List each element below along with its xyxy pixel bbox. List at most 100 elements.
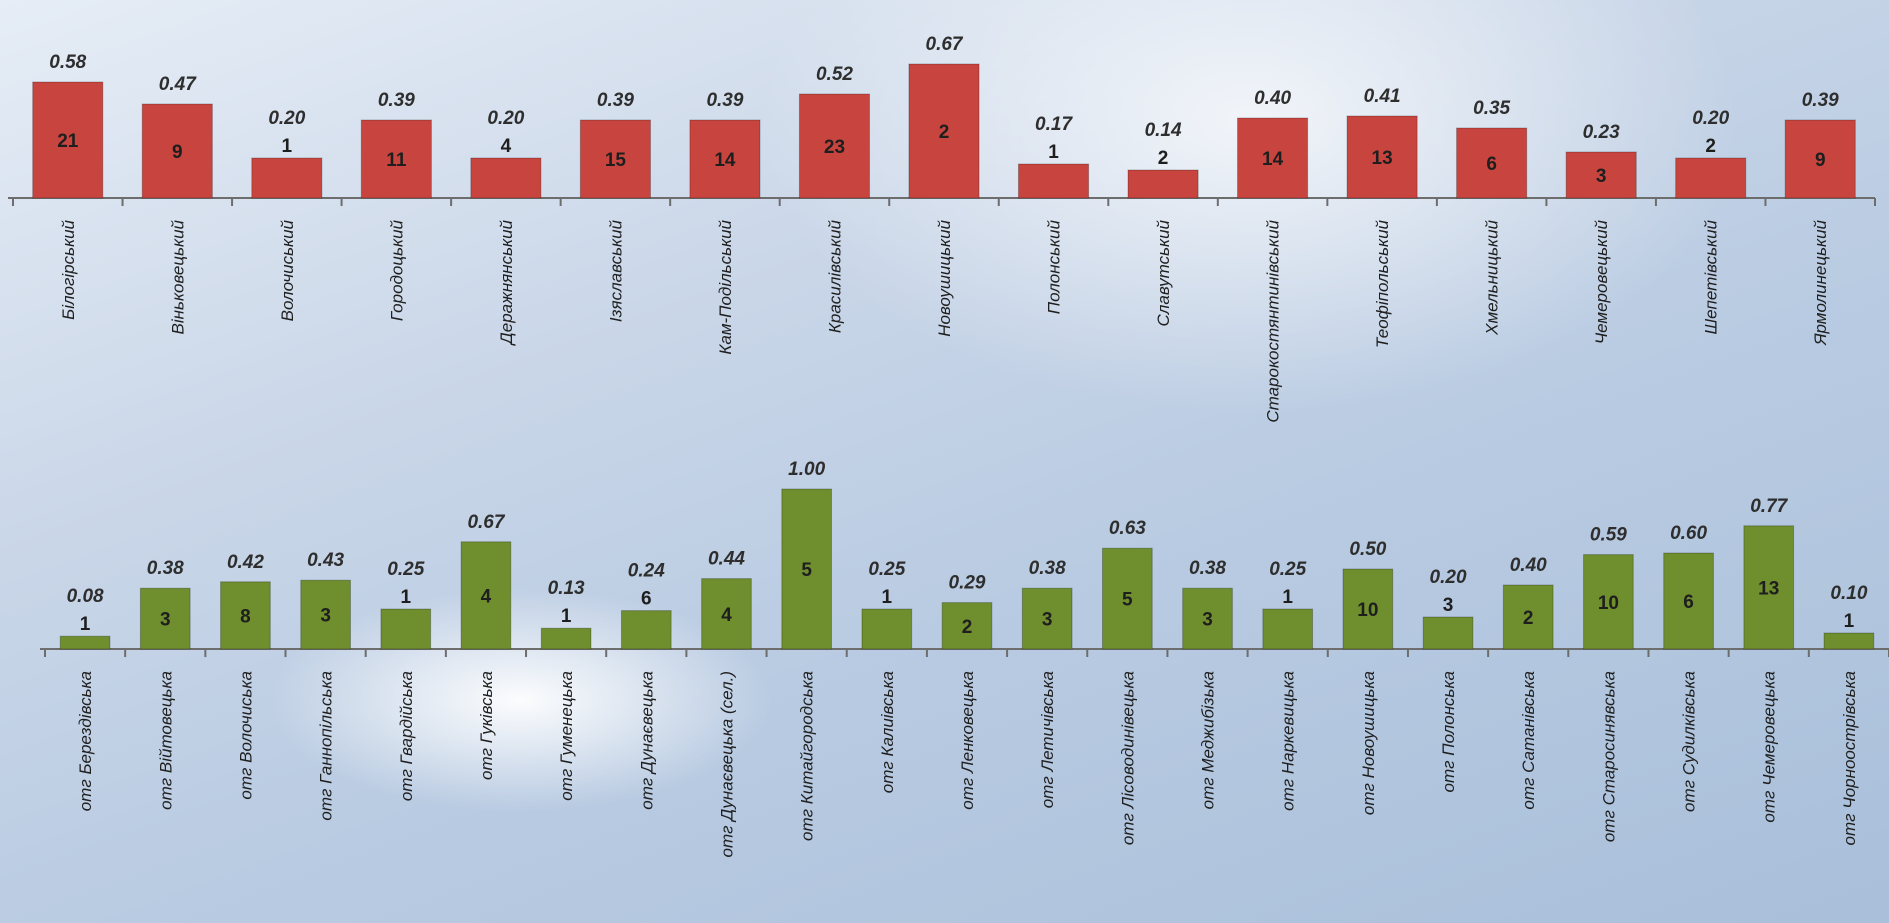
bottom-bar-chart: 0.08 1 отг Берездівська 0.38 3 отг Війтовецьк… bbox=[40, 459, 1889, 857]
bar-value-label: 0.60 bbox=[1670, 523, 1707, 544]
x-tick-label: Білогірський bbox=[59, 219, 78, 319]
bar-count-label: 21 bbox=[57, 131, 79, 152]
bar bbox=[1127, 169, 1199, 199]
bar bbox=[59, 635, 111, 650]
bar bbox=[1583, 554, 1634, 650]
x-tick-label: отг Волочиська bbox=[236, 671, 255, 800]
x-tick-label: отг Чемеровецька bbox=[1760, 671, 1779, 823]
bar bbox=[861, 608, 913, 650]
bar-count-label: 4 bbox=[721, 605, 732, 626]
bar-value-label: 0.40 bbox=[1254, 88, 1291, 109]
x-tick-label: отг Берездівська bbox=[76, 671, 95, 811]
bar-count-label: 10 bbox=[1357, 600, 1378, 621]
bar-value-label: 0.41 bbox=[1364, 86, 1401, 107]
x-tick-label: Новоушицький bbox=[935, 219, 954, 336]
bar bbox=[1456, 127, 1528, 199]
bar-value-label: 0.42 bbox=[227, 552, 264, 573]
bar-value-label: 0.20 bbox=[1430, 567, 1467, 588]
bar-count-label: 3 bbox=[320, 606, 331, 627]
bar bbox=[251, 157, 323, 199]
bar bbox=[220, 581, 271, 650]
x-tick-label: Хмельницький bbox=[1483, 219, 1502, 335]
x-tick-label: отг Гуківська bbox=[477, 671, 496, 780]
bar bbox=[139, 587, 191, 650]
bar-value-label: 0.39 bbox=[378, 90, 415, 111]
bar bbox=[798, 93, 871, 199]
bar-count-label: 3 bbox=[1443, 595, 1454, 616]
bar-value-label: 0.24 bbox=[628, 561, 665, 582]
bar-value-label: 0.59 bbox=[1590, 525, 1627, 546]
bar-count-label: 3 bbox=[1596, 166, 1607, 187]
bar bbox=[380, 608, 432, 650]
bar-count-label: 1 bbox=[1282, 587, 1293, 608]
bar bbox=[300, 579, 351, 650]
bar-count-label: 1 bbox=[80, 614, 91, 635]
bar bbox=[1346, 115, 1418, 199]
bar bbox=[470, 157, 542, 199]
bar-count-label: 11 bbox=[386, 150, 407, 171]
bar-count-label: 1 bbox=[882, 587, 893, 608]
x-tick-label: Полонський bbox=[1045, 219, 1064, 314]
x-tick-label: Волочиський bbox=[278, 219, 297, 321]
x-tick-label: отг Дунаєвецька (сел.) bbox=[717, 671, 736, 857]
bar-value-label: 0.67 bbox=[467, 512, 505, 533]
bar bbox=[1784, 119, 1856, 199]
x-tick-label: отг Наркевицька bbox=[1279, 671, 1298, 811]
bar-value-label: 0.14 bbox=[1145, 120, 1182, 141]
bar-count-label: 1 bbox=[1048, 142, 1059, 163]
x-tick-label: отг Лісоводинівецька bbox=[1118, 671, 1137, 845]
top-bar-chart: 0.5821Білогірський0.479Віньковецький0.20… bbox=[8, 34, 1876, 423]
bar bbox=[1675, 157, 1747, 199]
bar-count-label: 1 bbox=[561, 606, 572, 627]
x-tick-label: Старокостянтинівський bbox=[1264, 219, 1283, 422]
x-tick-label: Віньковецький bbox=[168, 219, 187, 334]
bar-value-label: 0.40 bbox=[1510, 555, 1547, 576]
x-tick-label: отг Новоушицька bbox=[1359, 671, 1378, 815]
x-tick-label: отг Ганнопільська bbox=[317, 671, 336, 821]
bar-count-label: 9 bbox=[172, 142, 183, 163]
bar-value-label: 0.44 bbox=[708, 549, 745, 570]
bar-value-label: 0.39 bbox=[706, 90, 743, 111]
bar-value-label: 0.43 bbox=[307, 550, 344, 571]
x-tick-label: отг Сатанівська bbox=[1519, 671, 1538, 810]
bar-count-label: 2 bbox=[1705, 136, 1716, 157]
bar-count-label: 13 bbox=[1372, 148, 1393, 169]
x-tick-label: отг Китайгородська bbox=[798, 671, 817, 841]
bar bbox=[360, 119, 432, 199]
bar bbox=[1422, 616, 1474, 650]
bar-count-label: 23 bbox=[824, 137, 845, 158]
bar bbox=[908, 63, 980, 199]
bar-value-label: 0.20 bbox=[1692, 108, 1729, 129]
bar-value-label: 0.17 bbox=[1035, 114, 1073, 135]
bar-value-label: 0.20 bbox=[487, 108, 524, 129]
bar-count-label: 13 bbox=[1758, 578, 1779, 599]
bar-value-label: 0.35 bbox=[1473, 98, 1510, 119]
bar bbox=[1565, 151, 1637, 199]
bar-count-label: 9 bbox=[1815, 150, 1826, 171]
bar-count-label: 14 bbox=[714, 150, 736, 171]
bar bbox=[1182, 587, 1233, 650]
bar bbox=[1262, 608, 1314, 650]
bar-count-label: 6 bbox=[641, 589, 652, 610]
bar-count-label: 4 bbox=[481, 586, 492, 607]
bar-count-label: 3 bbox=[1042, 610, 1053, 631]
bar bbox=[1743, 525, 1795, 650]
bar-count-label: 2 bbox=[1158, 148, 1169, 169]
x-tick-label: Ізяславський bbox=[606, 219, 625, 322]
bar-count-label: 2 bbox=[962, 617, 973, 638]
bar bbox=[1502, 584, 1554, 650]
bar bbox=[32, 81, 104, 199]
bar-value-label: 0.20 bbox=[268, 108, 305, 129]
x-tick-label: отг Гуменецька bbox=[557, 671, 576, 801]
x-tick-label: Ярмолинецький bbox=[1811, 219, 1830, 346]
x-tick-label: Чемеровецький bbox=[1592, 219, 1611, 344]
bar bbox=[1237, 117, 1309, 199]
bar bbox=[1021, 587, 1073, 650]
bar bbox=[540, 627, 592, 650]
x-tick-label: Славутський bbox=[1154, 219, 1173, 326]
bar-value-label: 0.38 bbox=[1189, 558, 1226, 579]
x-tick-label: отг Судилківська bbox=[1680, 671, 1699, 812]
bar-count-label: 5 bbox=[1122, 590, 1133, 611]
x-tick-label: Шепетівський bbox=[1702, 219, 1721, 334]
